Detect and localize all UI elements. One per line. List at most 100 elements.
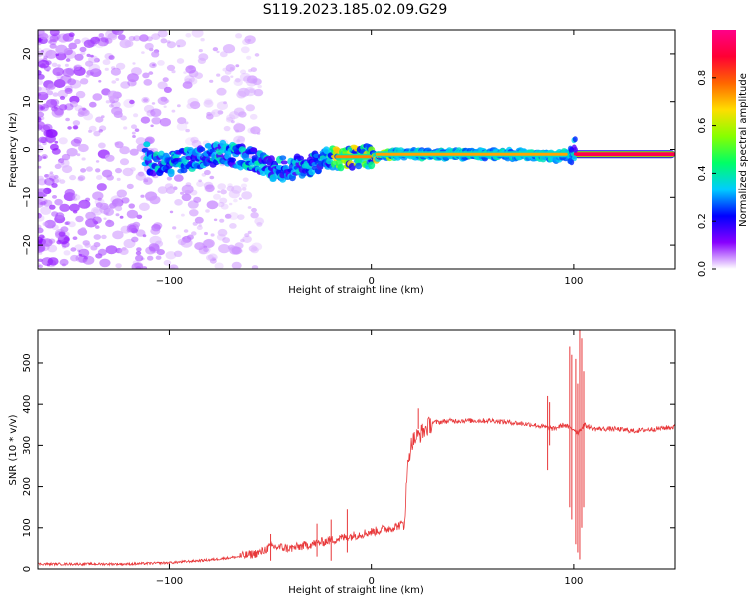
heatmap-speckle (119, 247, 129, 255)
heatmap-speckle (151, 33, 161, 40)
heatmap-speckle (38, 47, 42, 53)
heatmap-speckle (177, 238, 187, 246)
heatmap-speckle (205, 184, 215, 192)
heatmap-speckle (194, 72, 203, 79)
heatmap-speckle (249, 113, 258, 120)
heatmap-speckle (185, 137, 196, 146)
heatmap-speckle (80, 168, 87, 173)
heatmap-speckle (85, 74, 90, 78)
heatmap-ridge-blob (180, 167, 188, 174)
y-tick-label: 500 (22, 353, 33, 372)
heatmap-speckle (60, 161, 65, 165)
heatmap-speckle (74, 105, 83, 112)
heatmap-speckle (69, 174, 77, 181)
heatmap-speckle (235, 64, 240, 68)
heatmap-speckle (242, 187, 247, 191)
heatmap-speckle (198, 179, 203, 183)
heatmap-speckle (134, 128, 140, 132)
heatmap-speckle (97, 37, 109, 47)
heatmap-speckle (149, 62, 157, 69)
heatmap-speckle (45, 129, 58, 138)
heatmap-speckle (128, 35, 136, 42)
heatmap-speckle (43, 102, 50, 109)
figure-title: S119.2023.185.02.09.G29 (263, 2, 448, 18)
heatmap-burst (572, 136, 578, 143)
heatmap-speckle (92, 208, 100, 214)
heatmap-speckle (108, 55, 115, 60)
heatmap-speckle (135, 266, 141, 269)
heatmap-speckle (231, 120, 235, 124)
heatmap-speckle (41, 257, 54, 266)
heatmap-speckle (124, 40, 134, 48)
heatmap-speckle (132, 135, 136, 138)
heatmap-speckle (209, 258, 217, 264)
x-tick-label: −100 (156, 576, 183, 587)
heatmap-ridge-blob (308, 168, 316, 176)
heatmap-speckle (95, 116, 104, 123)
heatmap-speckle (64, 103, 74, 111)
heatmap-speckle (77, 176, 84, 182)
heatmap-speckle (222, 237, 231, 244)
y-tick-label: 300 (22, 436, 33, 455)
heatmap-speckle (200, 38, 205, 42)
heatmap-speckle (123, 126, 128, 130)
heatmap-ridge-blob (279, 155, 287, 161)
heatmap-speckle (117, 34, 126, 41)
heatmap-speckle (143, 79, 153, 86)
heatmap-speckle (223, 125, 231, 132)
heatmap-speckle (64, 221, 69, 225)
heatmap-speckle (59, 95, 66, 100)
heatmap-ridge-blob (267, 155, 275, 163)
heatmap-speckle (177, 117, 187, 125)
heatmap-speckle (58, 137, 68, 145)
heatmap-speckle (69, 101, 78, 108)
heatmap-speckle (119, 215, 124, 219)
heatmap-speckle (69, 79, 82, 89)
heatmap-speckle (240, 69, 247, 75)
heatmap-speckle (97, 197, 102, 201)
heatmap-speckle (206, 254, 214, 261)
x-tick-label: −100 (156, 276, 183, 287)
heatmap-speckle (59, 258, 69, 266)
heatmap-burst (569, 146, 574, 153)
heatmap-ridge-blob (149, 170, 157, 177)
heatmap-speckle (54, 198, 63, 206)
heatmap-speckle (67, 126, 72, 130)
heatmap-speckle (224, 69, 232, 75)
heatmap-speckle (109, 202, 117, 209)
heatmap-speckle (97, 248, 107, 256)
heatmap-speckle (57, 158, 70, 168)
heatmap-speckle (38, 59, 50, 69)
heatmap-speckle (64, 49, 76, 60)
heatmap-speckle (114, 141, 124, 149)
heatmap-speckle (83, 256, 89, 260)
heatmap-speckle (111, 66, 116, 70)
heatmap-speckle (180, 191, 184, 195)
heatmap-speckle (78, 248, 90, 258)
heatmap-speckle (135, 251, 142, 256)
colorbar-tick-label: 0.8 (697, 70, 708, 86)
heatmap-speckle (38, 236, 43, 244)
heatmap-speckle (51, 62, 58, 67)
heatmap-speckle (61, 153, 71, 161)
heatmap-speckle (217, 201, 225, 208)
heatmap-speckle (46, 90, 54, 96)
heatmap-speckle (194, 242, 205, 251)
heatmap-speckle (157, 60, 165, 66)
heatmap-speckle (98, 33, 105, 38)
heatmap-speckle (197, 57, 206, 64)
heatmap-speckle (233, 78, 243, 86)
y-tick-label: 20 (22, 48, 33, 61)
heatmap-speckle (204, 98, 213, 105)
heatmap-speckle (175, 234, 182, 239)
y-tick-label: 0 (22, 566, 33, 572)
snr-y-axis-label: SNR (10 * v/v) (8, 414, 19, 485)
heatmap-speckle (169, 210, 174, 214)
heatmap-speckle (38, 136, 47, 143)
heatmap-speckle (216, 73, 221, 77)
heatmap-speckle (47, 83, 54, 89)
heatmap-speckle (107, 90, 119, 100)
heatmap-speckle (38, 188, 48, 198)
heatmap-speckle (115, 213, 120, 217)
heatmap-speckle (174, 199, 183, 206)
